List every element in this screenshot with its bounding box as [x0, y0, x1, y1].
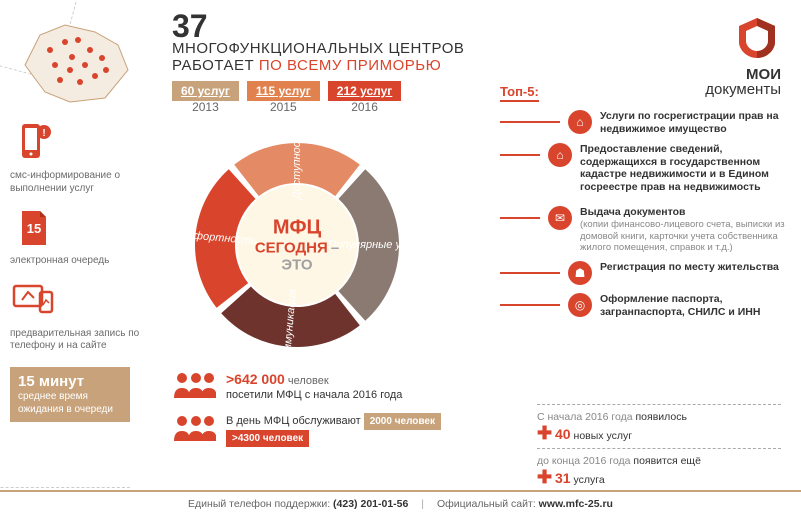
header-line2b: ПО ВСЕМУ ПРИМОРЬЮ [259, 57, 441, 74]
footer-phone-label: Единый телефон поддержки: [188, 498, 330, 510]
growth-row-1: С начала 2016 года появилось ✚ 40 новых … [537, 404, 781, 448]
year-2016-label: 2016 [328, 100, 402, 114]
top5-item-1: ⌂ Предоставление сведений, содержащихся в… [500, 143, 790, 193]
services-growth-block: С начала 2016 года появилось ✚ 40 новых … [537, 404, 781, 492]
top5-block: Топ-5: ⌂ Услуги по госрегистрации прав на… [500, 84, 790, 327]
header-line1: МНОГОФУНКЦИОНАЛЬНЫХ ЦЕНТРОВ [172, 40, 612, 57]
left-features-column: ! смс-информирование о выполнении услуг … [10, 10, 160, 422]
top5-icon-0: ⌂ [568, 110, 592, 134]
year-2013-label: 2013 [172, 100, 239, 114]
header-count: 37 [172, 10, 612, 42]
top5-icon-1: ⌂ [548, 143, 572, 167]
map-primorye [10, 10, 150, 110]
daily-2016: >4300 человек [226, 430, 309, 447]
donut-center-l1: МФЦ [240, 217, 355, 240]
footer-site: www.mfc-25.ru [539, 498, 613, 510]
footer-phone: (423) 201-01-56 [333, 498, 408, 510]
g1-post: появилось [635, 411, 686, 423]
top5-item-0: ⌂ Услуги по госрегистрации прав на недвиж… [500, 110, 790, 135]
logo-icon [733, 14, 781, 62]
top5-text-1: Предоставление сведений, содержащихся в … [580, 143, 790, 193]
year-2015-label: 2015 [247, 100, 320, 114]
top5-leader-3 [500, 272, 560, 274]
header-lines: МНОГОФУНКЦИОНАЛЬНЫХ ЦЕНТРОВ РАБОТАЕТ ПО … [172, 40, 612, 75]
feature-queue-text: электронная очередь [10, 255, 109, 268]
top5-leader-2 [500, 217, 540, 219]
services-2016: 212 услуг [328, 81, 402, 101]
daily-2014: 2000 человек [364, 413, 441, 430]
top5-text-4: Оформление паспорта, загранпаспорта, СНИ… [600, 293, 790, 318]
header-line2a: РАБОТАЕТ [172, 57, 254, 74]
document-icon: 15 [10, 205, 56, 251]
wait-time-box: 15 минут среднее время ожидания в очеред… [10, 367, 130, 423]
year-stats: 60 услуг 2013 115 услуг 2015 212 услуг 2… [172, 84, 401, 114]
top5-item-3: ☗ Регистрация по месту жительства [500, 261, 790, 285]
visitors-unit: человек [288, 375, 329, 387]
phone-sms-icon: ! [10, 120, 56, 166]
year-2016: 212 услуг 2016 [328, 84, 402, 114]
top5-icon-4: ◎ [568, 293, 592, 317]
g1-pre: С начала 2016 года [537, 411, 633, 423]
wait-time-value: 15 минут [18, 373, 122, 392]
top5-item-4: ◎ Оформление паспорта, загранпаспорта, СН… [500, 293, 790, 318]
feature-booking-text: предварительная запись по телефону и на … [10, 328, 140, 353]
top5-leader-0 [500, 121, 560, 123]
year-2013: 60 услуг 2013 [172, 84, 239, 114]
top5-leader-1 [500, 154, 540, 156]
top5-text-0: Услуги по госрегистрации прав на недвижи… [600, 110, 790, 135]
services-2015: 115 услуг [247, 81, 320, 101]
plus-icon-2: ✚ [537, 467, 552, 487]
g1-unit: новых услуг [574, 430, 633, 442]
visitors-stat: >642 000 человек посетили МФЦ с начала 2… [172, 370, 492, 403]
plus-icon: ✚ [537, 423, 552, 443]
daily-stat: В день МФЦ обслуживают 2000 человек >430… [172, 413, 492, 447]
footer-site-label: Официальный сайт: [437, 498, 536, 510]
donut-segment-label-0: Доступность [291, 130, 303, 201]
donut-center-l2: СЕГОДНЯ [255, 240, 328, 257]
top5-text-3: Регистрация по месту жительства [600, 261, 790, 274]
donut-chart: ДоступностьПопулярные услугиКоммуникация… [182, 130, 412, 360]
header: 37 МНОГОФУНКЦИОНАЛЬНЫХ ЦЕНТРОВ РАБОТАЕТ … [172, 10, 612, 75]
g2-num: 31 [555, 470, 571, 486]
top5-title: Топ-5: [500, 84, 539, 102]
footer-sep: | [421, 498, 424, 510]
infographic-page: ! смс-информирование о выполнении услуг … [0, 0, 801, 518]
top5-leader-4 [500, 304, 560, 306]
top5-text-2: Выдача документов(копии финансово-лицево… [580, 206, 790, 254]
growth-row-2: до конца 2016 года появится ещё ✚ 31 усл… [537, 448, 781, 492]
feature-queue: 15 электронная очередь [10, 205, 160, 268]
feature-sms-text: смс-информирование о выполнении услуг [10, 170, 140, 195]
footer: Единый телефон поддержки: (423) 201-01-5… [0, 490, 801, 510]
top5-icon-2: ✉ [548, 206, 572, 230]
stats-block: >642 000 человек посетили МФЦ с начала 2… [172, 370, 492, 457]
svg-text:!: ! [42, 128, 45, 139]
g2-pre: до конца 2016 года [537, 455, 630, 467]
map-svg [10, 10, 150, 110]
g2-unit: услуга [574, 474, 605, 486]
decor-bottom-left [0, 487, 130, 488]
visitors-num: >642 000 [226, 371, 285, 387]
donut-center: МФЦ СЕГОДНЯ – ЭТО [240, 217, 355, 274]
services-2013: 60 услуг [172, 81, 239, 101]
people-icon [172, 370, 216, 400]
svg-text:15: 15 [27, 221, 41, 236]
devices-icon [10, 278, 56, 324]
g1-num: 40 [555, 426, 571, 442]
daily-label: В день МФЦ обслуживают [226, 415, 361, 427]
top5-icon-3: ☗ [568, 261, 592, 285]
feature-sms: ! смс-информирование о выполнении услуг [10, 120, 160, 195]
g2-post: появится ещё [633, 455, 701, 467]
top5-item-2: ✉ Выдача документов(копии финансово-лицев… [500, 206, 790, 254]
feature-booking: предварительная запись по телефону и на … [10, 278, 160, 353]
people-icon-2 [172, 413, 216, 443]
year-2015: 115 услуг 2015 [247, 84, 320, 114]
wait-time-label: среднее время ожидания в очереди [18, 391, 122, 416]
visitors-text: посетили МФЦ с начала 2016 года [226, 389, 402, 401]
